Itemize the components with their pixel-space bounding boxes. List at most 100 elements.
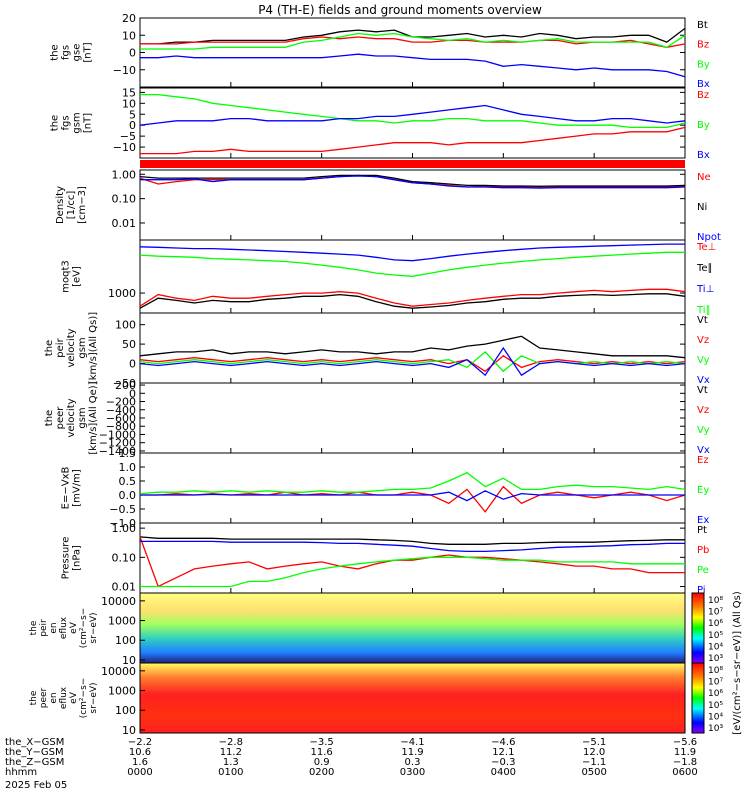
x-row-value: 12.0: [583, 747, 605, 758]
y-axis-label: E=−VxB [mV/m]: [61, 467, 83, 510]
y-axis-label-line: [km/s](All Qs)]: [88, 312, 99, 384]
panel-frame: [139, 452, 686, 524]
legend-Pi: Pi: [697, 585, 706, 596]
y-axis-label-line: [cm−3]: [77, 186, 88, 224]
panel-frame: [139, 87, 686, 159]
series-line-Te∥: [139, 293, 686, 309]
x-row-label: the_X−GSM: [5, 737, 64, 748]
y-axis-label-line: peer: [39, 687, 49, 708]
y-tick-label: 200: [115, 379, 136, 392]
y-axis-label-line: en: [49, 692, 59, 703]
x-row-value: 0200: [309, 767, 334, 778]
y-axis-label-line: gse: [72, 44, 83, 62]
panel-frame: [139, 522, 686, 594]
x-row-value: 1.6: [132, 757, 148, 768]
y-tick-label: 0.5: [119, 475, 137, 488]
series-line-Ti⊥: [139, 243, 685, 262]
y-tick-label: 10: [122, 654, 136, 667]
x-row-value: −2.2: [128, 737, 152, 748]
date-label: 2025 Feb 05: [5, 780, 67, 791]
legend-Bt: Bt: [697, 20, 708, 31]
panel-7: 1.51.00.50.0−0.5−1.0 E=−VxB [mV/m] Ez Ey Ex: [61, 447, 710, 530]
y-axis-label: the fgs gsm [nT]: [50, 112, 94, 133]
series-line-Ez: [140, 485, 686, 513]
series-line-Te⊥: [139, 288, 686, 307]
x-row-value: 0100: [218, 767, 243, 778]
legend-Vx: Vx: [697, 375, 710, 386]
series-line-By: [140, 32, 686, 50]
legend-Ni: Ni: [697, 202, 707, 213]
y-axis-label-line: peir: [55, 337, 66, 357]
y-axis-label: the peer velocity gsm [km/s](All Qe)]: [44, 381, 99, 454]
y-tick-label: −10: [113, 141, 136, 154]
y-axis-label-line: [nT]: [83, 42, 94, 62]
y-axis-label-line: [km/s](All Qe)]: [88, 381, 99, 454]
y-tick-label: 1000: [108, 685, 136, 698]
x-row-value: 0000: [127, 767, 152, 778]
spectrogram-0: 10000 1000 100 10 the peir en eflux eV (cm²−s− sr−…: [29, 592, 723, 667]
x-row-value: 11.9: [674, 747, 696, 758]
y-tick-label: 1000: [108, 287, 136, 300]
y-tick-label: −50: [113, 377, 136, 390]
legend-Ez: Ez: [697, 455, 709, 466]
legend-Ti⊥: Ti⊥: [696, 284, 714, 295]
y-axis-label-line: E=−VxB: [61, 467, 72, 510]
x-row-value: 0600: [672, 767, 697, 778]
y-tick-label: 1.5: [119, 447, 137, 460]
legend-Bx: Bx: [697, 79, 710, 90]
x-row-value: −1.8: [673, 757, 697, 768]
y-tick-label: −800: [106, 420, 136, 433]
y-tick-label: 1.0: [119, 461, 137, 474]
y-tick-label: 10000: [101, 595, 136, 608]
y-tick-label: −1.0: [109, 517, 136, 530]
x-row-value: 11.6: [311, 747, 333, 758]
series-line-By: [140, 93, 686, 129]
panel-frame: [139, 17, 686, 88]
y-axis-label-line: [nPa]: [72, 545, 83, 571]
series-line-Vz: [139, 354, 686, 373]
red-band: [140, 160, 685, 168]
legend-Vy: Vy: [697, 425, 710, 436]
x-row-value: 10.6: [129, 747, 151, 758]
y-axis-label-line: moqt3: [61, 260, 72, 293]
y-axis-label-line: eV: [69, 691, 79, 704]
panel-0: 20 10 0 −10 the fgs gse [nT] Bt Bz By Bx: [50, 12, 710, 90]
legend-Vy: Vy: [697, 355, 710, 366]
series-line-Pt: [139, 536, 685, 545]
y-axis-label-line: the: [29, 620, 39, 635]
panel-frame: [139, 382, 686, 454]
series-line-Ey: [139, 471, 686, 495]
y-tick-label: 0: [129, 387, 136, 400]
series-line-Pi: [140, 540, 685, 553]
y-tick-label: 0: [129, 47, 136, 60]
series-line-Ti∥: [139, 251, 685, 277]
y-tick-label: −400: [106, 404, 136, 417]
y-axis-label-line: (cm²−s−: [79, 608, 89, 649]
legend-Ti∥: Ti∥: [696, 305, 711, 316]
legend-Npot: Npot: [697, 232, 721, 243]
y-axis-label-line: velocity: [66, 328, 77, 367]
x-row-value: 0.3: [405, 757, 421, 768]
y-tick-label: 100: [115, 319, 136, 332]
x-row-value: −4.6: [491, 737, 515, 748]
x-axis-table: the_X−GSM −2.2 −2.8 −3.5 −4.1 −4.6 −5.1 −5.6 the…: [5, 737, 698, 791]
legend-Bz: Bz: [697, 90, 709, 101]
y-tick-label: 5: [129, 108, 136, 121]
y-axis-label-line: eflux: [59, 686, 69, 709]
series-line-Bx: [139, 104, 686, 126]
colorbar-tick-label: 10⁷: [708, 608, 723, 618]
legend-Te⊥: Te⊥: [696, 242, 716, 253]
colorbar-tick-label: 10⁵: [708, 701, 723, 711]
series-line-Pe: [140, 556, 685, 588]
series-line-Ex: [140, 490, 685, 502]
x-row-value: −5.6: [673, 737, 697, 748]
y-tick-label: 1.00: [112, 168, 137, 181]
legend-Vz: Vz: [697, 335, 709, 346]
y-axis-label-line: velocity: [66, 398, 77, 437]
y-axis-label-line: sr−eV): [89, 682, 99, 713]
y-axis-label-line: the: [44, 410, 55, 426]
y-tick-label: 100: [115, 704, 136, 717]
